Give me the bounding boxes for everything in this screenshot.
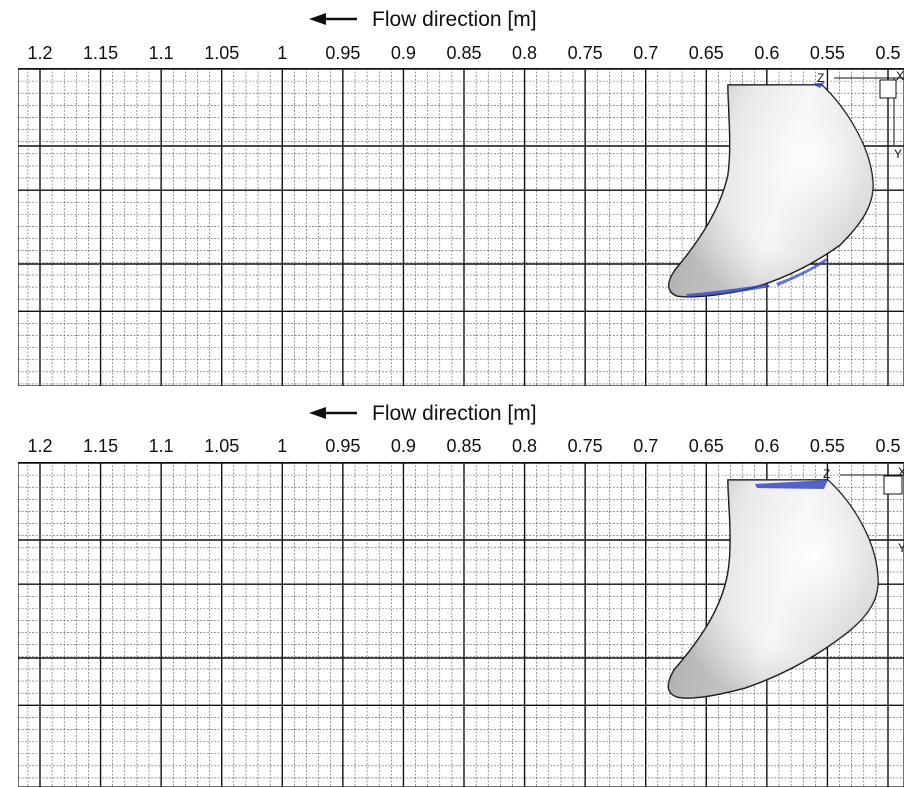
- x-tick-label: 1.05: [204, 436, 239, 456]
- x-tick-label: 1.05: [204, 43, 239, 63]
- cavitation-highlight: [755, 480, 828, 489]
- x-tick-label: 0.5: [875, 436, 900, 456]
- x-tick-labels: 1.2 1.15 1.1 1.05 1 0.95 0.9 0.85 0.8 0.75 0.7 0.65…: [27, 436, 900, 456]
- axis-label-y: Y: [894, 147, 902, 161]
- x-tick-label: 0.8: [512, 436, 537, 456]
- x-tick-label: 0.65: [689, 436, 724, 456]
- x-tick-label: 0.95: [325, 436, 360, 456]
- x-tick-label: 1.15: [83, 436, 118, 456]
- grid: [18, 68, 904, 386]
- x-tick-label: 0.8: [512, 43, 537, 63]
- x-tick-label: 1.15: [83, 43, 118, 63]
- x-tick-label: 0.7: [633, 436, 658, 456]
- panel-top: Flow direction [m] 1.2 1.15 1.1 1.05 1 0.95 0.…: [18, 8, 904, 386]
- x-tick-label: 0.7: [633, 43, 658, 63]
- x-tick-label: 0.55: [810, 43, 845, 63]
- axis-label-x: X: [898, 465, 904, 479]
- axis-label-z: Z: [823, 467, 830, 481]
- panel-title: Flow direction [m]: [372, 8, 537, 31]
- x-tick-label: 0.95: [325, 43, 360, 63]
- axis-label-y: Y: [898, 541, 904, 555]
- axes-triad: Z Y X: [817, 69, 904, 161]
- x-tick-labels: 1.2 1.15 1.1 1.05 1 0.95 0.9 0.85 0.8 0.75 0.7 0.65…: [27, 43, 900, 63]
- x-tick-label: 1.2: [27, 436, 52, 456]
- panel-title: Flow direction [m]: [372, 402, 537, 425]
- axis-label-x: X: [896, 69, 904, 83]
- x-tick-label: 0.75: [568, 43, 603, 63]
- x-tick-label: 0.85: [446, 436, 481, 456]
- x-tick-label: 1.1: [149, 436, 174, 456]
- x-tick-label: 0.65: [689, 43, 724, 63]
- x-tick-label: 0.55: [810, 436, 845, 456]
- cavitation-highlight: [686, 82, 827, 297]
- x-tick-label: 0.9: [391, 436, 416, 456]
- x-tick-label: 1.2: [27, 43, 52, 63]
- left-arrow-icon: [309, 13, 357, 25]
- panel-bottom: Flow direction [m] 1.2 1.15 1.1 1.05 1 0.95 0.…: [18, 402, 904, 787]
- x-tick-label: 1: [277, 436, 287, 456]
- x-tick-label: 1: [277, 43, 287, 63]
- x-tick-label: 0.9: [391, 43, 416, 63]
- x-tick-label: 0.6: [754, 436, 779, 456]
- blade-body: [667, 479, 879, 699]
- x-tick-label: 0.6: [754, 43, 779, 63]
- axes-triad: Z Y X: [823, 465, 904, 555]
- x-tick-label: 0.85: [446, 43, 481, 63]
- flow-direction-header: Flow direction [m]: [309, 402, 537, 425]
- blade-body: [668, 84, 874, 298]
- left-arrow-icon: [309, 407, 357, 419]
- x-tick-label: 1.1: [149, 43, 174, 63]
- x-tick-label: 0.5: [875, 43, 900, 63]
- x-tick-label: 0.75: [568, 436, 603, 456]
- flow-direction-header: Flow direction [m]: [309, 8, 537, 31]
- axis-label-z: Z: [817, 71, 824, 85]
